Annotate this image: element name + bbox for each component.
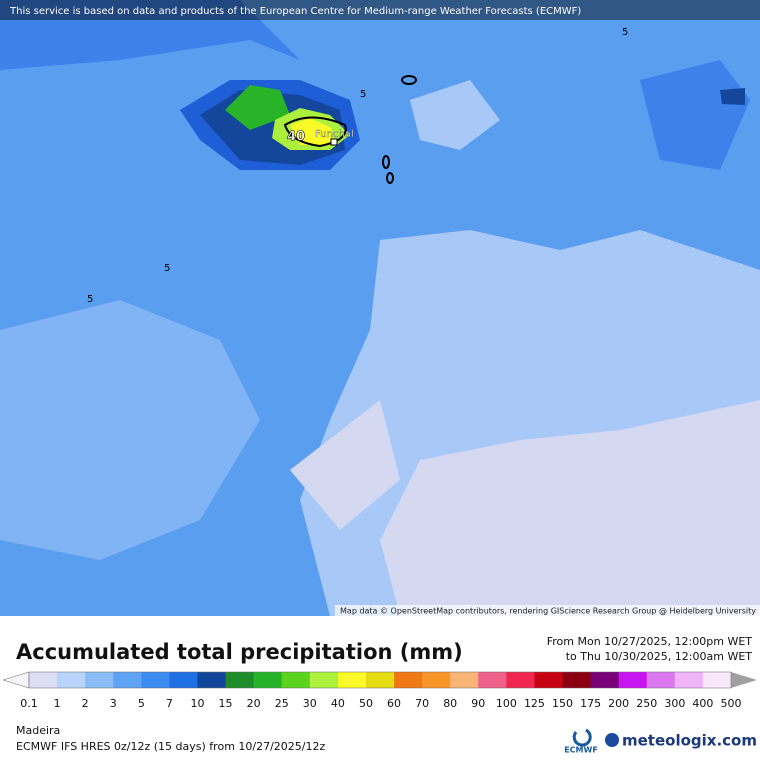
- legend-swatch: [365, 672, 395, 688]
- legend-label: 100: [496, 697, 517, 710]
- legend-label: 7: [166, 697, 173, 710]
- legend-swatch: [337, 672, 367, 688]
- legend-label: 25: [275, 697, 289, 710]
- legend-swatch: [534, 672, 564, 688]
- legend-swatch: [85, 672, 114, 688]
- legend-label: 90: [471, 697, 485, 710]
- legend-label: 15: [219, 697, 233, 710]
- legend-label: 80: [443, 697, 457, 710]
- brand: meteologix.com: [622, 732, 757, 750]
- legend-swatch: [646, 672, 676, 688]
- legend-swatch: [590, 672, 620, 688]
- legend-swatch: [478, 672, 507, 688]
- contour-label: 40: [287, 130, 305, 145]
- legend-frame: [28, 671, 732, 689]
- ecmwf-logo: ECMWF: [564, 746, 598, 755]
- legend-swatch: [29, 672, 58, 688]
- legend-swatch: [169, 672, 198, 688]
- legend-label: 500: [721, 697, 742, 710]
- contour-label: 5: [87, 294, 93, 305]
- region: Madeira: [16, 724, 60, 737]
- legend-swatch: [141, 672, 170, 688]
- legend-label: 50: [359, 697, 373, 710]
- legend-under: [2, 671, 30, 689]
- legend-label: 70: [415, 697, 429, 710]
- banner: This service is based on data and produc…: [9, 6, 581, 17]
- contour-label: 5: [622, 27, 628, 38]
- legend-label: 175: [580, 697, 601, 710]
- legend-label: 250: [636, 697, 657, 710]
- legend-swatch: [57, 672, 86, 688]
- legend-label: 60: [387, 697, 401, 710]
- legend-swatch: [702, 672, 732, 688]
- legend-over: [731, 672, 757, 688]
- legend-label: 1: [54, 697, 61, 710]
- legend-swatch: [394, 672, 423, 688]
- legend-swatch: [422, 672, 451, 688]
- legend-label: 200: [608, 697, 629, 710]
- legend-label: 3: [110, 697, 117, 710]
- legend-swatch: [197, 672, 227, 688]
- legend-swatch: [618, 672, 648, 688]
- legend-swatch: [281, 672, 311, 688]
- legend-swatch: [309, 672, 339, 688]
- legend-label: 2: [82, 697, 89, 710]
- model-info: ECMWF IFS HRES 0z/12z (15 days) from 10/…: [16, 740, 326, 753]
- legend-label: 30: [303, 697, 317, 710]
- map: 5 5 5 5 40 Funchal This service is based…: [0, 0, 760, 616]
- period-to: to Thu 10/30/2025, 12:00am WET: [566, 650, 753, 663]
- legend-label: 5: [138, 697, 145, 710]
- contour-label: 5: [360, 89, 366, 100]
- legend-label: 150: [552, 697, 573, 710]
- legend-label: 10: [190, 697, 204, 710]
- legend-label: 400: [692, 697, 713, 710]
- legend-swatch: [450, 672, 479, 688]
- attribution: Map data © OpenStreetMap contributors, r…: [340, 607, 756, 616]
- legend: 0.1 1 2 3 5 7 10 15 20 25 30 40 50 60 70 80 90 100 125 150 1…: [2, 671, 757, 710]
- legend-label: 40: [331, 697, 345, 710]
- contour-label: 5: [164, 263, 170, 274]
- legend-label: 300: [664, 697, 685, 710]
- legend-label: 125: [524, 697, 545, 710]
- place-label: Funchal: [315, 129, 354, 140]
- legend-label: 0.1: [20, 697, 38, 710]
- legend-swatch: [562, 672, 592, 688]
- legend-swatch: [506, 672, 535, 688]
- legend-swatch: [674, 672, 704, 688]
- title: Accumulated total precipitation (mm): [16, 640, 463, 664]
- period-from: From Mon 10/27/2025, 12:00pm WET: [547, 635, 753, 648]
- legend-swatch: [225, 672, 255, 688]
- legend-swatch: [253, 672, 283, 688]
- legend-swatch: [113, 672, 142, 688]
- legend-label: 20: [247, 697, 261, 710]
